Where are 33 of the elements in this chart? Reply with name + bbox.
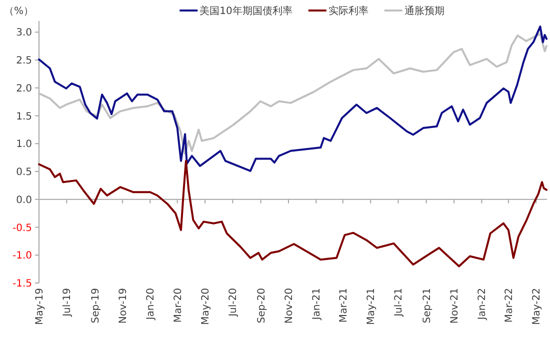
y-tick-label: 1.5 — [16, 111, 32, 122]
y-tick-label: -1.0 — [12, 250, 32, 262]
x-tick-label: Jan-22 — [477, 288, 488, 321]
x-tick-label: May-20 — [200, 288, 212, 325]
x-tick-label: Nov-20 — [284, 288, 295, 324]
y-tick-label: 2.5 — [16, 56, 32, 67]
x-tick-label: Nov-21 — [450, 288, 461, 324]
x-tick-label: Nov-19 — [118, 288, 129, 324]
x-tick-label: Sep-21 — [422, 288, 433, 324]
y-tick-label: -0.5 — [12, 222, 32, 234]
x-tick-label: Jan-20 — [146, 288, 157, 321]
x-tick-label: Mar-20 — [172, 288, 184, 323]
ylabel: （%） — [4, 6, 34, 17]
x-tick-label: May-21 — [366, 288, 378, 325]
y-tick-label: 0.0 — [16, 194, 32, 206]
y-tick-label: -1.5 — [12, 278, 32, 290]
y-tick-label: 1.0 — [16, 139, 32, 150]
x-tick-label: Jul-20 — [228, 288, 240, 318]
x-tick-label: Mar-22 — [504, 288, 515, 323]
x-tick-label: May-19 — [34, 288, 46, 325]
x-tick-label: Sep-20 — [256, 288, 268, 324]
x-tick-label: Jan-21 — [312, 288, 323, 321]
legend-label: 实际利率 — [328, 5, 368, 17]
y-tick-label: 3.0 — [16, 28, 32, 39]
y-tick-label: 2.0 — [16, 83, 32, 94]
x-tick-label: May-22 — [532, 288, 543, 325]
x-tick-label: Sep-19 — [90, 288, 102, 324]
x-tick-label: Mar-21 — [338, 288, 350, 323]
legend-label: 通胀预期 — [404, 5, 444, 17]
x-tick-label: Jul-21 — [394, 288, 405, 318]
legend-label: 美国10年期国债利率 — [200, 5, 292, 17]
x-tick-label: Jul-19 — [62, 288, 74, 318]
y-tick-label: 0.5 — [16, 167, 32, 178]
